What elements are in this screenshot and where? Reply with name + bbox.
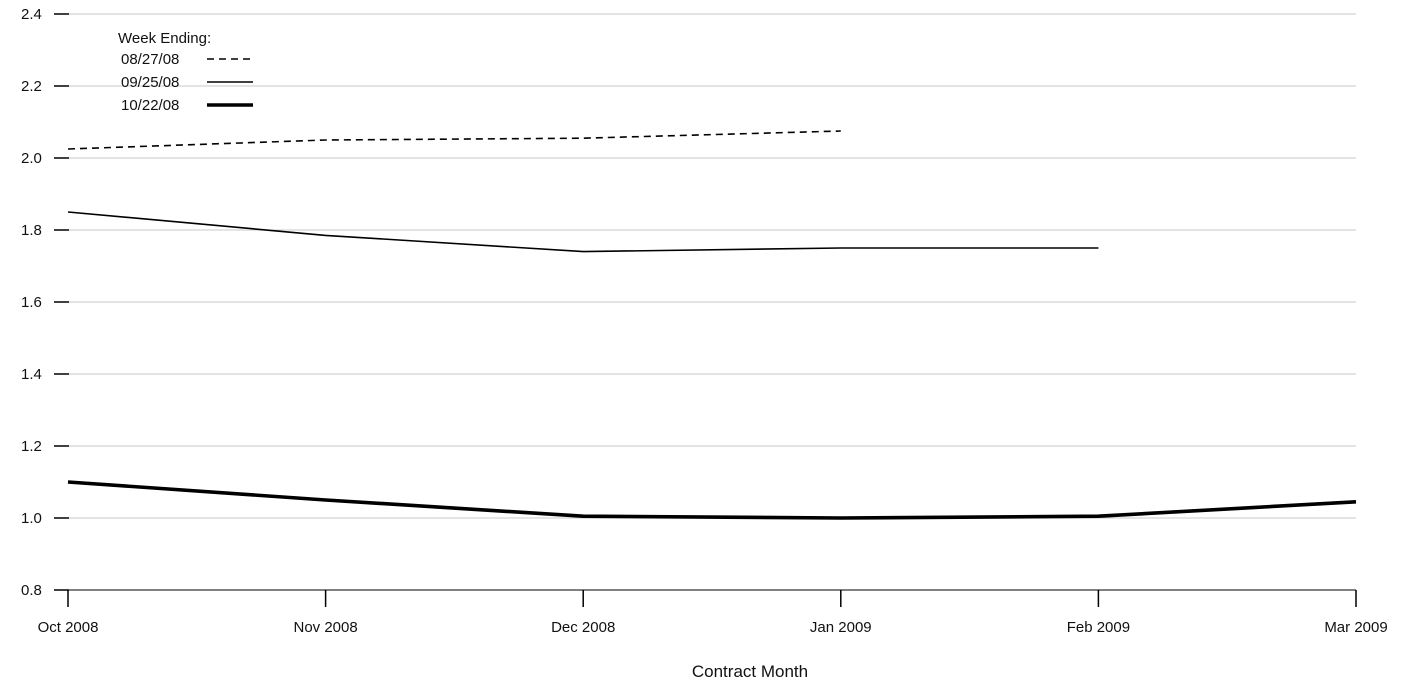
y-tick-label: 2.2 [21,78,42,95]
x-tick-label: Oct 2008 [38,619,99,636]
y-tick-label: 1.0 [21,510,42,527]
series-line-2 [67,211,1099,253]
y-tick-label: 1.8 [21,222,42,239]
x-tick-label: Jan 2009 [810,619,872,636]
legend-label: 08/27/08 [121,51,179,68]
y-tick-label: 1.2 [21,438,42,455]
legend: Week Ending: 08/27/08 09/25/08 10/22/08 [118,30,253,114]
x-axis-title: Contract Month [692,662,808,681]
y-tick-label: 1.4 [21,366,42,383]
y-tick-label: 2.4 [21,6,42,23]
legend-title: Week Ending: [118,30,211,47]
axes: 0.8 1.0 1.2 1.4 1.6 1.8 2.0 2.2 2.4 Oct 2008 Nov 2… [21,6,1388,636]
y-tick-label: 0.8 [21,582,42,599]
series-lines [67,130,1357,520]
series-line-1 [67,130,841,150]
x-tick-label: Feb 2009 [1067,619,1130,636]
x-tick-label: Dec 2008 [551,619,615,636]
x-tick-label: Nov 2008 [293,619,357,636]
y-tick-label: 2.0 [21,150,42,167]
gridlines [54,13,1356,591]
legend-label: 10/22/08 [121,97,179,114]
legend-label: 09/25/08 [121,74,179,91]
series-line-3 [67,480,1357,520]
y-tick-label: 1.6 [21,294,42,311]
x-tick-label: Mar 2009 [1324,619,1387,636]
